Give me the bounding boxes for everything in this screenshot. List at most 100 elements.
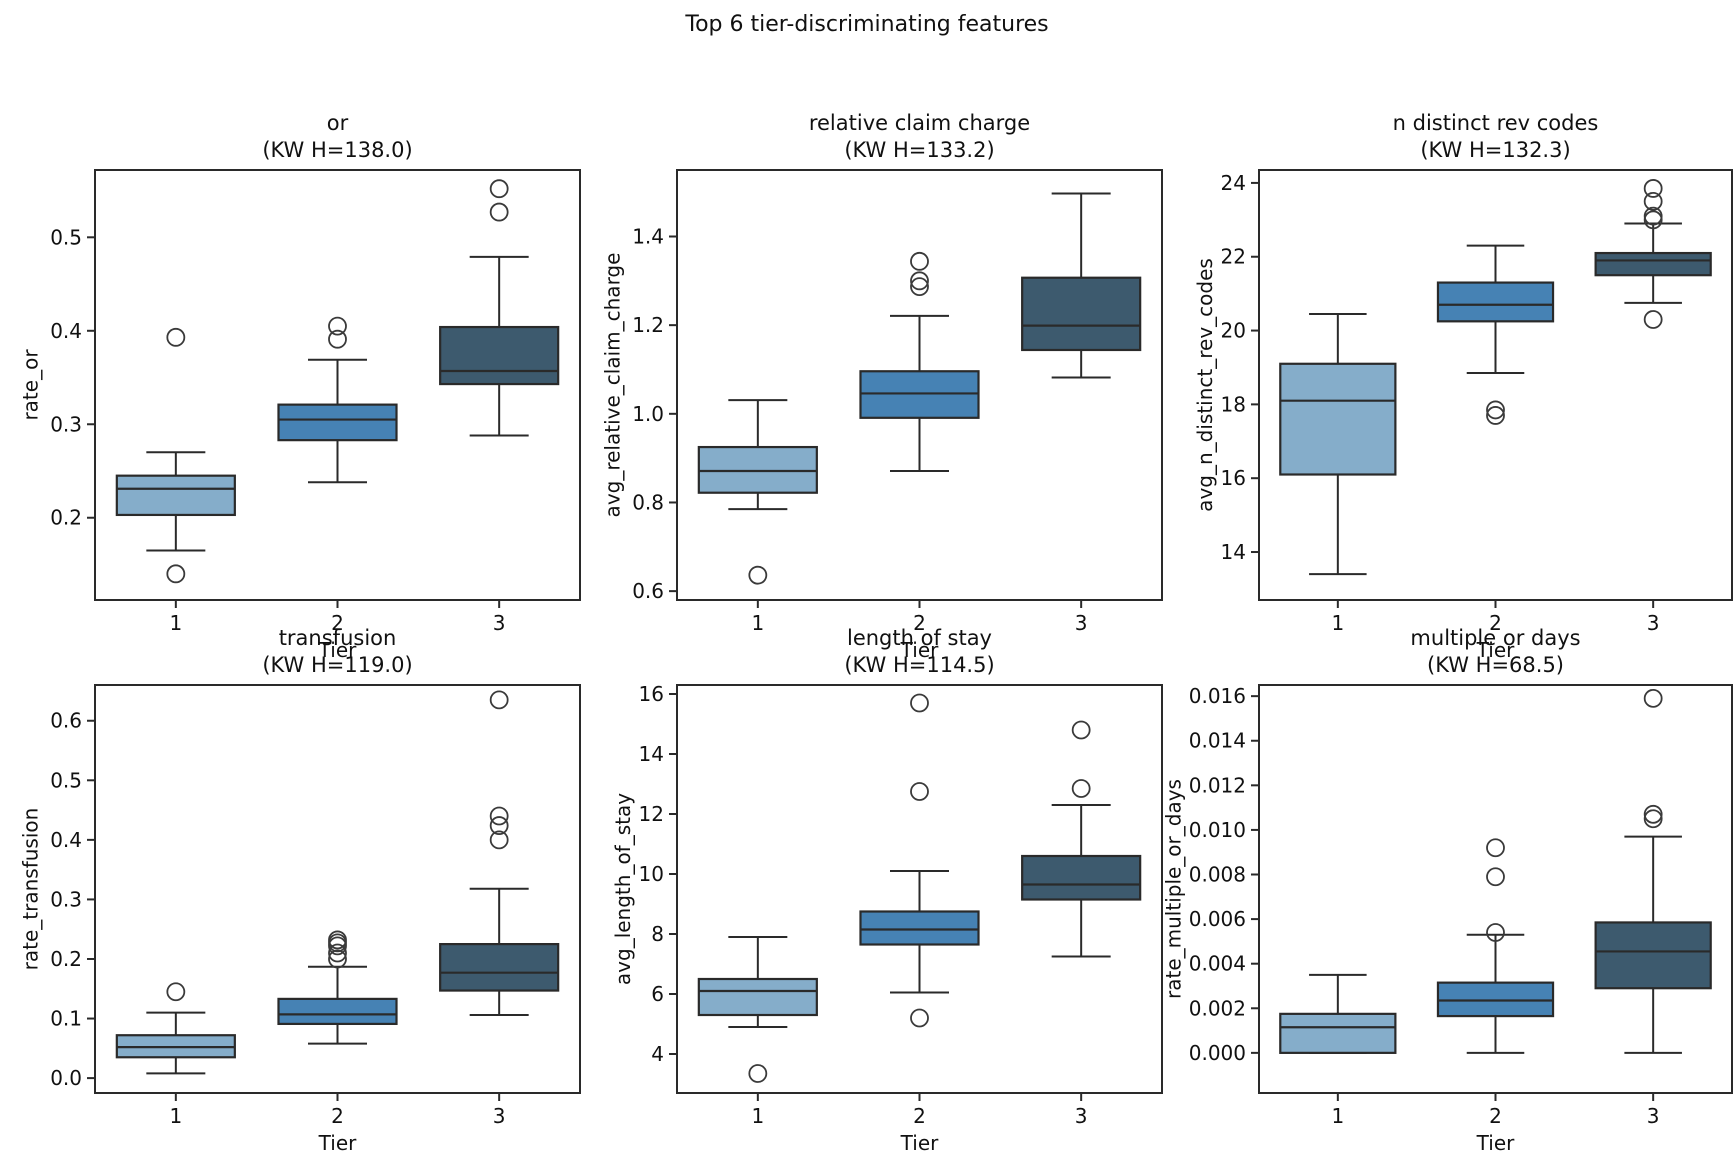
iqr-box [697, 977, 818, 1017]
iqr-box [439, 325, 560, 386]
subplot-subtitle: (KW H=133.2) [844, 138, 994, 162]
outlier-point [328, 949, 347, 969]
y-axis-label: rate_multiple_or_days [1162, 779, 1186, 999]
y-tick-label: 0.5 [50, 768, 82, 792]
x-axis-label: Tier [318, 1131, 357, 1155]
box-tier-2 [859, 693, 980, 1028]
y-tick-label: 16 [639, 682, 664, 706]
box-tier-3 [1594, 179, 1712, 329]
y-axis-label: avg_relative_claim_charge [601, 253, 625, 518]
figure-title: Top 6 tier-discriminating features [684, 12, 1048, 37]
x-axis-label: Tier [900, 638, 939, 662]
y-tick-label: 0.4 [50, 828, 82, 852]
iqr-box [277, 403, 398, 442]
y-tick-label: 0.004 [1189, 952, 1246, 976]
subplot-or: 0.2 0.3 0.4 0.5 1 2 3 Tier rate_or or (KW H=138.0) [19, 111, 581, 662]
x-tick-label: 1 [169, 611, 182, 635]
y-tick-label: 8 [651, 922, 664, 946]
outlier-point [489, 816, 509, 835]
iqr-box [1021, 276, 1142, 352]
subplot-title: multiple or days [1410, 626, 1580, 650]
outlier-point [489, 179, 509, 199]
iqr-box [277, 997, 398, 1026]
x-axis-label: Tier [1476, 1131, 1515, 1155]
outlier-point [166, 564, 186, 584]
subplot-title: or [327, 111, 349, 135]
x-tick-label: 2 [913, 1104, 926, 1128]
x-tick-label: 2 [913, 611, 926, 635]
outlier-point [1643, 179, 1663, 198]
x-axis-label: Tier [318, 638, 357, 662]
outlier-point [910, 277, 929, 296]
subplot-title: relative claim charge [809, 111, 1030, 135]
y-tick-label: 0.016 [1189, 684, 1246, 708]
box-tier-2 [859, 251, 980, 472]
box-tier-1 [115, 327, 236, 584]
y-tick-label: 0.008 [1189, 863, 1246, 887]
iqr-box [1279, 362, 1397, 476]
outlier-point [489, 690, 509, 710]
outlier-point [1643, 688, 1663, 708]
outlier-point [910, 1008, 929, 1028]
outlier-point [910, 693, 929, 713]
box-tier-1 [1279, 312, 1397, 576]
x-tick-label: 2 [331, 611, 344, 635]
y-tick-label: 4 [651, 1042, 664, 1066]
subplot-title: length of stay [847, 626, 992, 650]
subplot-subtitle: (KW H=138.0) [262, 138, 412, 162]
y-tick-label: 0.1 [50, 1007, 82, 1031]
iqr-box [115, 474, 236, 517]
outlier-point [328, 316, 347, 336]
y-tick-label: 0.000 [1189, 1041, 1246, 1065]
y-tick-label: 0.2 [50, 947, 82, 971]
subplot-subtitle: (KW H=114.5) [844, 653, 994, 677]
iqr-box [1436, 981, 1555, 1018]
outlier-point [1486, 406, 1505, 425]
y-tick-label: 1.4 [632, 224, 664, 248]
y-tick-label: 6 [651, 982, 664, 1006]
y-tick-label: 24 [1221, 171, 1246, 195]
outlier-point [166, 982, 186, 1002]
outlier-point [748, 1064, 768, 1083]
y-tick-label: 0.5 [50, 225, 82, 249]
box-tier-1 [115, 982, 236, 1075]
x-tick-label: 3 [1647, 1104, 1660, 1128]
y-tick-label: 0.2 [50, 506, 82, 530]
x-tick-label: 2 [1489, 611, 1502, 635]
outlier-point [1643, 310, 1663, 329]
outlier-point [1486, 838, 1505, 858]
y-tick-label: 10 [639, 862, 664, 886]
subplot-subtitle: (KW H=119.0) [262, 653, 412, 677]
outlier-point [910, 251, 929, 271]
y-axis-label: avg_n_distinct_rev_codes [1193, 258, 1217, 512]
x-axis-label: Tier [1476, 638, 1515, 662]
y-tick-label: 0.8 [632, 490, 664, 514]
box-tier-3 [1594, 688, 1712, 1054]
y-tick-label: 0.3 [50, 412, 82, 436]
outlier-point [328, 329, 347, 349]
y-tick-label: 0.006 [1189, 907, 1246, 931]
iqr-box [1021, 854, 1142, 901]
y-tick-label: 22 [1221, 245, 1246, 269]
subplot-subtitle: (KW H=132.3) [1420, 138, 1570, 162]
box-tier-1 [697, 936, 818, 1083]
x-tick-label: 3 [1075, 1104, 1088, 1128]
x-tick-label: 1 [751, 1104, 764, 1128]
y-tick-label: 0.002 [1189, 996, 1246, 1020]
x-axis-label: Tier [900, 1131, 939, 1155]
box-tier-3 [439, 179, 560, 437]
outlier-point [489, 202, 509, 222]
y-tick-label: 0.6 [632, 579, 664, 603]
y-tick-label: 20 [1221, 319, 1246, 343]
box-tier-3 [439, 690, 560, 1016]
x-tick-label: 1 [751, 611, 764, 635]
box-tier-2 [1436, 838, 1555, 1054]
outlier-point [1071, 779, 1091, 798]
outlier-point [1486, 400, 1505, 420]
outlier-point [1071, 720, 1091, 740]
x-tick-label: 1 [1331, 611, 1344, 635]
subplot-n-distinct-rev-codes: 14 16 18 20 22 24 1 2 3 Tier avg_n_distinct_rev_co… [1193, 111, 1733, 662]
y-tick-label: 14 [639, 742, 664, 766]
